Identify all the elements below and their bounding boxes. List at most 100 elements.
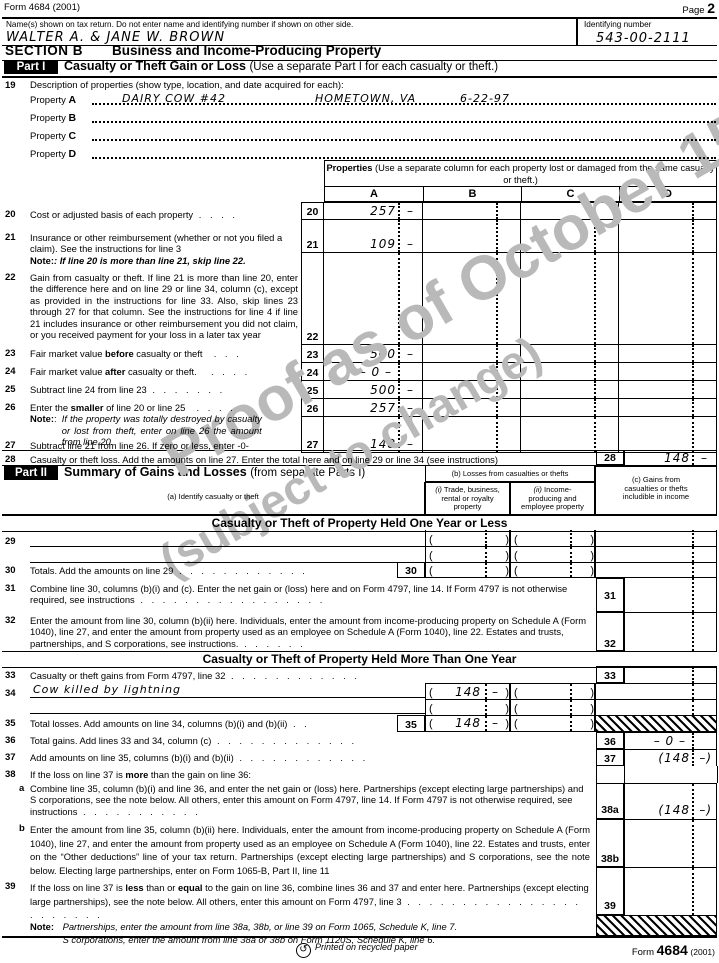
cents-divider xyxy=(496,345,498,362)
cents-divider xyxy=(398,203,400,219)
row-21-col-a[interactable]: 109 – xyxy=(324,220,423,252)
line-38a-value-cell[interactable]: (148 –) xyxy=(624,783,717,819)
row-27-col-d[interactable] xyxy=(619,417,717,452)
line-29-row1-bii[interactable]: () xyxy=(510,530,595,546)
cents-divider xyxy=(485,563,487,577)
line-34-row2-bi[interactable]: () xyxy=(425,699,510,715)
property-a-location[interactable]: HOMETOWN, VA xyxy=(315,92,417,105)
line-29-row1-bi[interactable]: () xyxy=(425,530,510,546)
row-25-col-a[interactable]: 500 – xyxy=(324,381,423,398)
line-34-row1-c[interactable] xyxy=(595,683,717,699)
line-38a-value[interactable]: (148 xyxy=(658,803,690,817)
property-a-date[interactable]: 6-22-97 xyxy=(460,92,510,105)
row-23-col-c[interactable] xyxy=(521,345,619,362)
row-25-number: 25 xyxy=(301,381,324,398)
line-33-value-cell[interactable] xyxy=(624,666,717,683)
row-22-col-b[interactable] xyxy=(423,253,521,344)
row-21-col-c[interactable] xyxy=(521,220,619,252)
table-row-27[interactable]: 27 148 – xyxy=(301,417,717,453)
row-23-col-d[interactable] xyxy=(619,345,717,362)
row-27-col-a-value[interactable]: 148 xyxy=(370,437,396,451)
row-24-col-a-value[interactable]: – 0 – xyxy=(359,365,392,379)
line-34-bi-value[interactable]: 148 xyxy=(455,685,481,699)
row-21-col-d[interactable] xyxy=(619,220,717,252)
row-20-col-a-value[interactable]: 257 xyxy=(370,204,396,218)
line-34-row1-bi[interactable]: () 148 – xyxy=(425,683,510,699)
row-20-col-c[interactable] xyxy=(521,203,619,219)
line-31-value-cell[interactable] xyxy=(624,578,717,612)
line-35-bi-value[interactable]: 148 xyxy=(455,716,481,730)
line-30-bi[interactable]: () xyxy=(425,562,510,578)
line-38-col-divider xyxy=(624,766,625,783)
row-20-col-b[interactable] xyxy=(423,203,521,219)
line-30-c[interactable] xyxy=(595,562,717,578)
line-36-value[interactable]: – 0 – xyxy=(653,734,686,748)
id-field-value[interactable]: 543-00-2111 xyxy=(596,31,691,46)
line-37-value-cell[interactable]: (148 –) xyxy=(624,749,717,766)
row-21-col-b[interactable] xyxy=(423,220,521,252)
row-25-col-a-value[interactable]: 500 xyxy=(370,383,396,397)
row-20-col-a[interactable]: 257 – xyxy=(324,203,423,219)
line-28-value-cell[interactable]: 148 – xyxy=(624,450,717,465)
row-24-col-d[interactable] xyxy=(619,363,717,380)
row-22-col-c[interactable] xyxy=(521,253,619,344)
row-27-col-c[interactable] xyxy=(521,417,619,452)
row-27-col-b[interactable] xyxy=(423,417,521,452)
line-28-value[interactable]: 148 xyxy=(664,451,690,465)
line-29-row2-c[interactable] xyxy=(595,546,717,562)
row-20-col-d[interactable] xyxy=(619,203,717,219)
name-field-value[interactable]: WALTER A. & JANE W. BROWN xyxy=(6,30,226,45)
line-30-bii[interactable]: () xyxy=(510,562,595,578)
line-39-value-cell[interactable] xyxy=(624,867,717,915)
row-26-col-d[interactable] xyxy=(619,399,717,416)
form-id-top: Form 4684 (2001) xyxy=(4,2,81,13)
row-26-col-a[interactable]: 257 – xyxy=(324,399,423,416)
line-36-value-cell[interactable]: – 0 – xyxy=(624,732,717,749)
row-27-col-a[interactable]: 148 – xyxy=(324,417,423,452)
row-23-col-a[interactable]: 500 – xyxy=(324,345,423,362)
property-a-type[interactable]: DAIRY COW #42 xyxy=(122,92,227,105)
table-row-23[interactable]: 23 500 – xyxy=(301,345,717,363)
paren-right: ) xyxy=(590,550,594,562)
line-34-row2-c[interactable] xyxy=(595,699,717,715)
line-37-value[interactable]: (148 xyxy=(658,751,690,765)
row-24-col-a[interactable]: – 0 – xyxy=(324,363,423,380)
row-22-col-a[interactable] xyxy=(324,253,423,344)
table-row-21[interactable]: 21 109 – xyxy=(301,220,717,253)
line-34-row1-bii[interactable]: () xyxy=(510,683,595,699)
row-24-col-c[interactable] xyxy=(521,363,619,380)
table-row-25[interactable]: 25 500 – xyxy=(301,381,717,399)
row-26-col-b[interactable] xyxy=(423,399,521,416)
line-32-value-cell[interactable] xyxy=(624,612,717,651)
line-34-entry-text[interactable]: Cow killed by lightning xyxy=(33,683,182,696)
row-26-col-a-dash: – xyxy=(407,401,414,415)
table-row-26[interactable]: 26 257 – xyxy=(301,399,717,417)
table-row-24[interactable]: 24 – 0 – xyxy=(301,363,717,381)
line-29-row2-bii[interactable]: () xyxy=(510,546,595,562)
row-25-col-b[interactable] xyxy=(423,381,521,398)
row-26-col-c[interactable] xyxy=(521,399,619,416)
row-22-col-d[interactable] xyxy=(619,253,717,344)
line-35-bi[interactable]: () 148 – xyxy=(425,715,510,732)
row-24-col-b[interactable] xyxy=(423,363,521,380)
cents-divider xyxy=(594,399,596,416)
cents-divider xyxy=(692,417,694,452)
row-25-col-c[interactable] xyxy=(521,381,619,398)
part-2-subtitle: (from separate Parts I) xyxy=(250,467,366,479)
line-29-row1-c[interactable] xyxy=(595,530,717,546)
line-29-row2-bi[interactable]: () xyxy=(425,546,510,562)
row-23-col-b[interactable] xyxy=(423,345,521,362)
line-35-bii[interactable]: () xyxy=(510,715,595,732)
row-23-col-a-value[interactable]: 500 xyxy=(370,347,396,361)
line-38b-value-cell[interactable] xyxy=(624,819,717,867)
row-25-col-d[interactable] xyxy=(619,381,717,398)
part-2-title: Summary of Gains and Losses (from separa… xyxy=(64,465,366,479)
row-21-col-a-value[interactable]: 109 xyxy=(370,237,396,251)
cents-divider xyxy=(570,547,572,562)
table-row-20[interactable]: 20 257 – xyxy=(301,202,717,220)
cents-divider xyxy=(692,220,694,252)
row-26-col-a-value[interactable]: 257 xyxy=(370,401,396,415)
line-34-row2-bii[interactable]: () xyxy=(510,699,595,715)
cents-divider xyxy=(692,399,694,416)
table-row-22[interactable]: 22 xyxy=(301,253,717,345)
